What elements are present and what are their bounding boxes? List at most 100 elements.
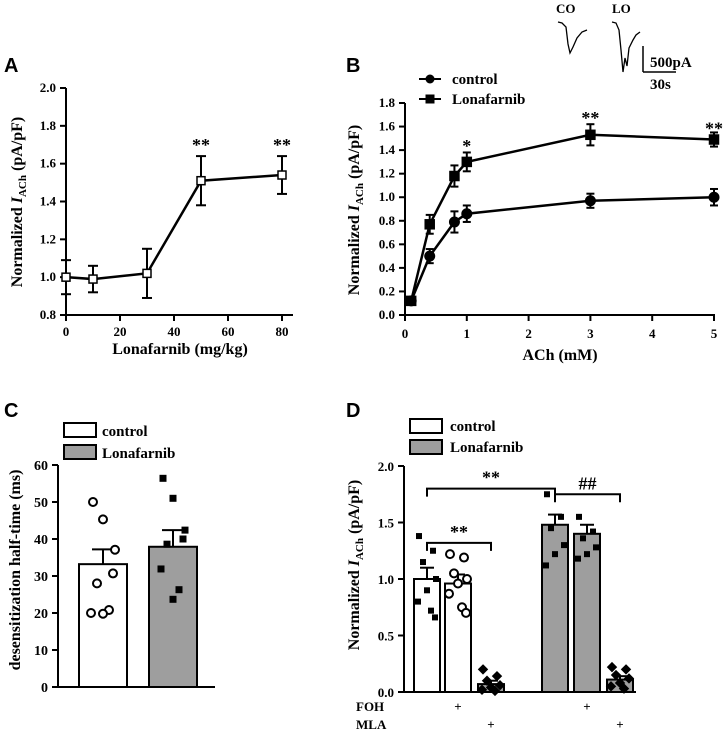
significance-mark: **: [450, 522, 468, 542]
y-tick-label: 30: [34, 570, 48, 585]
data-point-lonafarnib: [159, 474, 167, 482]
y-tick-label: 1.6: [40, 156, 57, 171]
data-point-control: [108, 568, 118, 579]
data-point: [558, 513, 564, 520]
data-point-control: [98, 514, 108, 525]
panel-b-y-label: Normalized IACh (pA/pF): [346, 125, 366, 295]
y-tick-label: 40: [34, 533, 48, 548]
panel-d-y-label: Normalized IACh (pA/pF): [346, 480, 366, 650]
data-point-lonafarnib: [461, 156, 473, 168]
data-point-lonafarnib: [175, 586, 183, 594]
data-point: [548, 525, 554, 532]
data-point: [593, 544, 599, 551]
significance-bracket: [554, 493, 621, 503]
x-tick-label: 2: [525, 326, 532, 341]
panel-a-y-label: Normalized IACh (pA/pF): [9, 117, 29, 287]
y-tick-label: 20: [34, 607, 48, 622]
significance-mark: **: [192, 135, 210, 155]
data-point: [196, 175, 206, 186]
y-tick-label: 1.0: [379, 189, 395, 204]
y-tick-label: 1.8: [40, 118, 57, 133]
significance-bracket: [426, 487, 556, 497]
data-point: [623, 673, 635, 684]
panel-c-legend: control Lonafarnib: [63, 422, 175, 462]
data-point-lonafarnib: [179, 535, 187, 543]
data-point-control: [98, 608, 108, 619]
y-tick-label: 1.0: [378, 572, 394, 587]
legend-swatch-control: [63, 422, 97, 438]
y-tick-label: 10: [34, 644, 48, 659]
significance-mark: **: [482, 468, 500, 488]
y-tick-label: 2.0: [40, 80, 56, 95]
legend-label-control: control: [450, 419, 496, 435]
bar-control: [78, 563, 128, 688]
data-point: [453, 578, 463, 589]
panel-letter-b: B: [346, 55, 360, 77]
data-point-control: [92, 578, 102, 589]
data-point: [433, 576, 439, 582]
bar-lonafarnib: [148, 545, 198, 689]
data-point-control: [88, 497, 98, 507]
legend-label-control: control: [102, 424, 148, 440]
legend-label-lonafarnib: Lonafarnib: [452, 92, 525, 108]
data-point: [491, 670, 503, 682]
x-tick-label: 60: [222, 324, 235, 339]
y-tick-label: 1.6: [379, 119, 396, 134]
panel-b-x-label: ACh (mM): [522, 347, 597, 364]
data-point: [620, 664, 632, 675]
data-point: [428, 607, 434, 614]
data-point: [420, 559, 426, 566]
y-tick-label: 0.6: [379, 236, 396, 251]
data-point: [605, 681, 617, 692]
trace-control: [557, 21, 588, 55]
data-point: [590, 528, 596, 535]
data-point: [481, 675, 493, 686]
data-point: [576, 513, 582, 520]
legend-swatch-lonafarnib: [63, 444, 97, 460]
panel-c-y-label: desensitization half-time (ms): [7, 470, 24, 671]
data-point-control: [86, 608, 96, 618]
scale-label-time: 30s: [650, 77, 671, 93]
series-line-lonafarnib: [409, 133, 715, 302]
data-point-lonafarnib: [708, 134, 720, 145]
data-point: [575, 555, 581, 562]
legend-swatch-control: [409, 418, 443, 434]
data-point: [494, 680, 506, 691]
panel-c-chart: 0 10 20 30 40 50 60 desensitization half-time …: [7, 422, 215, 696]
row-label-foh: FOH: [356, 699, 384, 714]
data-point: [606, 661, 618, 673]
data-point: [476, 684, 488, 695]
significance-mark: ##: [579, 473, 597, 493]
data-point: [489, 685, 501, 697]
panel-b-legend: control Lonafarnib: [419, 72, 525, 108]
data-point-lonafarnib: [157, 565, 165, 573]
mla-plus: +: [487, 717, 494, 732]
y-tick-label: 50: [34, 496, 48, 511]
data-point-lonafarnib: [449, 170, 460, 182]
data-point-lonafarnib: [169, 595, 177, 603]
data-point-lonafarnib: [424, 219, 435, 230]
data-point: [88, 274, 98, 284]
significance-mark: **: [581, 108, 599, 128]
data-point-control: [461, 208, 473, 220]
series-line: [65, 173, 283, 281]
panel-letter-a: A: [4, 55, 18, 77]
data-point-lonafarnib: [169, 494, 177, 502]
data-point-lonafarnib: [163, 540, 171, 548]
y-tick-label: 1.4: [40, 194, 57, 209]
panel-d-chart: 0.0 0.5 1.0 1.5 2.0 + + + + ** ** ## Normalized IA…: [346, 418, 636, 732]
data-point-lonafarnib: [585, 129, 596, 141]
y-tick-label: 1.2: [379, 166, 395, 181]
data-point: [552, 551, 558, 558]
series-line-control: [410, 195, 715, 302]
panel-d-legend: control Lonafarnib: [409, 418, 523, 456]
y-tick-label: 0.0: [378, 685, 394, 700]
y-tick-label: 1.4: [379, 142, 396, 157]
y-tick-label: 0.8: [379, 213, 396, 228]
data-point: [610, 669, 622, 681]
x-tick-label: 20: [114, 324, 127, 339]
y-tick-label: 60: [34, 459, 48, 474]
legend-marker-lonafarnib: [425, 94, 435, 104]
inset-label-co: CO: [556, 1, 576, 16]
